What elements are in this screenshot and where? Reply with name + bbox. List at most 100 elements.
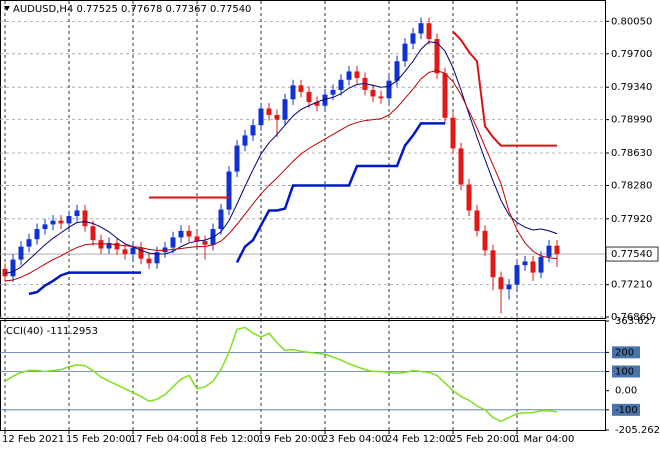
candle-body <box>482 230 488 251</box>
candle-body <box>42 224 48 230</box>
candle-body <box>306 91 312 103</box>
x-tick-label: 19 Feb 20:00 <box>258 434 324 445</box>
candle-body <box>410 33 416 44</box>
y-tick-label: 0.77210 <box>611 280 652 291</box>
candle-body <box>74 210 80 217</box>
indicator-line <box>28 122 445 296</box>
candle-body <box>114 242 120 250</box>
main-panel <box>0 0 606 319</box>
candle-body <box>34 229 40 240</box>
candle-body <box>266 108 272 116</box>
candle-body <box>26 239 32 247</box>
level-label-box <box>612 346 640 359</box>
y-tick-label: 0.00 <box>615 386 637 397</box>
candle-body <box>226 171 232 210</box>
level-label-box <box>612 403 640 416</box>
candle-body <box>530 261 536 273</box>
candle-body <box>354 71 360 78</box>
candle-body <box>514 265 520 285</box>
candle-body <box>538 256 544 273</box>
candle-body <box>402 43 408 62</box>
candle-body <box>122 249 128 255</box>
candle-body <box>338 79 344 90</box>
y-tick-label: 0.77920 <box>611 214 652 225</box>
candle-body <box>58 220 64 224</box>
candle-body <box>474 210 480 231</box>
candle-body <box>314 102 320 106</box>
y-tick-label: 0.80050 <box>611 16 652 27</box>
candle-body <box>90 226 96 241</box>
indicator-line <box>149 30 557 199</box>
y-tick-label: 0.76860 <box>611 312 652 323</box>
y-tick-label: 0.78630 <box>611 148 652 159</box>
candle-body <box>218 209 224 230</box>
candle-body <box>130 247 136 255</box>
y-tick-label: 0.79700 <box>611 49 652 60</box>
x-tick-label: 25 Feb 20:00 <box>450 434 516 445</box>
y-tick-label: 0.78280 <box>611 180 652 191</box>
candle-body <box>234 145 240 172</box>
candle-body <box>370 89 376 97</box>
last-price-box <box>605 246 659 262</box>
y-tick-label: 0.78990 <box>611 115 652 126</box>
y-tick-label: 363.627 <box>615 316 656 327</box>
candle-body <box>442 73 448 118</box>
candle-body <box>418 23 424 34</box>
candle-body <box>378 96 384 99</box>
candle-body <box>386 80 392 99</box>
x-tick-label: 24 Feb 12:00 <box>386 434 452 445</box>
candle-body <box>450 117 456 149</box>
candle-body <box>154 252 160 264</box>
candle-body <box>66 216 72 224</box>
y-tick-label: 0.79340 <box>611 82 652 93</box>
candle-body <box>394 61 400 81</box>
candle-body <box>170 237 176 248</box>
x-tick-label: 12 Feb 2021 <box>2 434 64 445</box>
candle-body <box>282 99 288 120</box>
x-tick-label: 18 Feb 12:00 <box>194 434 260 445</box>
candle-body <box>490 250 496 278</box>
level-label-box <box>612 365 640 378</box>
x-tick-label: 17 Feb 04:00 <box>130 434 196 445</box>
x-tick-label: 23 Feb 04:00 <box>322 434 388 445</box>
candle-body <box>346 71 352 80</box>
candle-body <box>330 89 336 95</box>
candle-body <box>506 284 512 290</box>
candle-body <box>106 242 112 249</box>
candle-body <box>146 258 152 264</box>
candle-body <box>290 85 296 100</box>
candle-body <box>466 184 472 211</box>
candle-body <box>498 277 504 290</box>
candle-body <box>426 23 432 40</box>
candle-body <box>10 259 16 277</box>
candle-body <box>178 230 184 238</box>
candle-body <box>50 220 56 225</box>
candle-body <box>458 148 464 185</box>
candle-body <box>250 125 256 136</box>
y-tick-label: -100 <box>615 405 638 416</box>
candle-body <box>186 230 192 237</box>
candle-body <box>202 241 208 245</box>
candle-body <box>434 39 440 74</box>
x-tick-label: 1 Mar 04:00 <box>514 434 574 445</box>
cci-panel <box>0 320 606 431</box>
menu-icon <box>4 6 10 11</box>
y-tick-label: -205.2621 <box>615 425 660 436</box>
candle-body <box>18 246 24 260</box>
cci-line <box>4 326 558 423</box>
candle-body <box>82 210 88 227</box>
candle-body <box>554 245 560 255</box>
y-tick-label: 200 <box>615 347 634 358</box>
candle-body <box>298 85 304 92</box>
candle-body <box>2 268 8 277</box>
candle-body <box>522 261 528 266</box>
y-tick-label: 100 <box>615 367 634 378</box>
candle-body <box>242 135 248 146</box>
last-price-label: 0.77540 <box>611 249 652 260</box>
cci-title: CCI(40) -111.2953 <box>6 326 98 337</box>
x-tick-label: 15 Feb 20:00 <box>66 434 132 445</box>
candle-body <box>322 94 328 106</box>
candle-body <box>258 108 264 126</box>
